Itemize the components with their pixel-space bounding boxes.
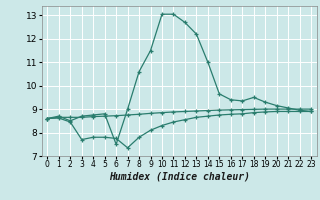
X-axis label: Humidex (Indice chaleur): Humidex (Indice chaleur)	[109, 172, 250, 182]
